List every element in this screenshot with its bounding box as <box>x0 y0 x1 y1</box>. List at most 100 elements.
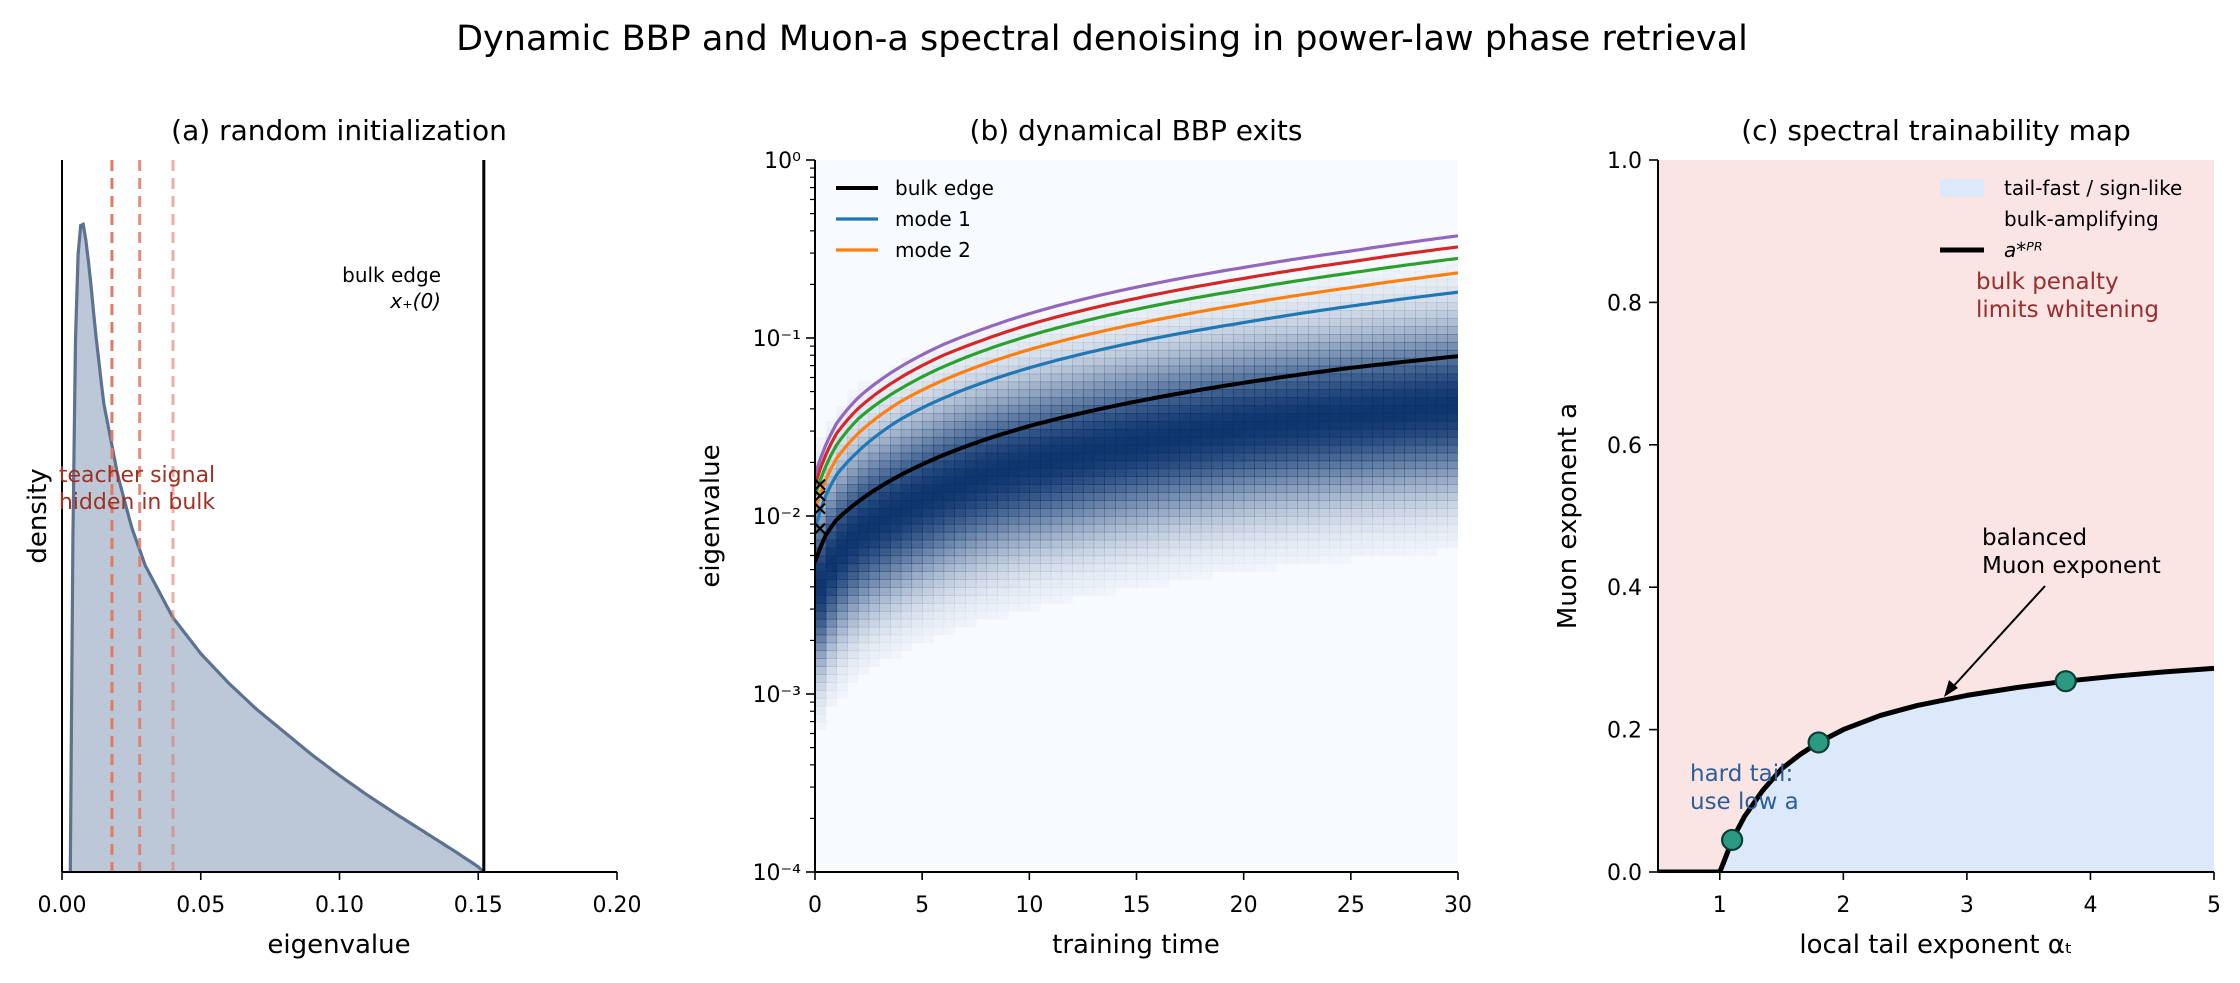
bulk-density-cell <box>1050 531 1063 541</box>
panel-a-signal-label-1: teacher signal <box>59 463 215 488</box>
bulk-density-cell <box>868 531 880 541</box>
bulk-density-cell <box>825 587 838 596</box>
bulk-density-cell <box>1050 516 1063 525</box>
bulk-density-cell <box>1318 460 1330 470</box>
bulk-density-cell <box>1361 341 1373 351</box>
bulk-density-cell <box>1307 547 1320 557</box>
bulk-density-cell <box>1425 436 1438 446</box>
bulk-density-cell <box>1447 341 1458 351</box>
bulk-density-cell <box>1125 373 1138 383</box>
bulk-density-cell <box>1361 421 1373 430</box>
bulk-density-cell <box>1232 341 1245 351</box>
bulk-density-cell <box>1125 421 1138 430</box>
bulk-density-cell <box>890 595 902 604</box>
bulk-density-cell <box>815 555 827 565</box>
bulk-density-cell <box>1275 428 1288 438</box>
bulk-density-cell <box>1318 468 1330 478</box>
bulk-density-cell <box>1104 460 1116 470</box>
bulk-density-cell <box>986 452 998 462</box>
bulk-density-cell <box>1179 516 1191 525</box>
bulk-density-cell <box>975 452 988 462</box>
bulk-density-cell <box>1115 508 1127 517</box>
bulk-density-cell <box>1425 484 1438 493</box>
bulk-density-cell <box>1211 539 1223 549</box>
bulk-density-cell <box>857 587 870 596</box>
bulk-density-cell <box>1147 373 1159 383</box>
bulk-density-cell <box>1072 436 1084 446</box>
mode-4-series <box>815 245 1458 486</box>
bulk-density-cell <box>1361 286 1373 296</box>
bulk-density-cell <box>1125 365 1138 375</box>
bulk-density-cell <box>1018 492 1030 501</box>
bulk-density-cell <box>879 531 891 541</box>
bulk-density-cell <box>1361 294 1373 303</box>
bulk-density-cell <box>1050 421 1063 430</box>
bulk-density-cell <box>868 428 880 438</box>
bulk-density-cell <box>847 547 859 557</box>
bulk-density-cell <box>1007 389 1020 398</box>
bulk-density-cell <box>1436 516 1448 525</box>
bulk-density-cell <box>1007 508 1020 517</box>
bulk-density-cell <box>1404 468 1416 478</box>
bulk-density-cell <box>825 571 838 580</box>
bulk-density-cell <box>1115 389 1127 398</box>
bulk-density-cell <box>857 531 870 541</box>
bulk-density-cell <box>1254 444 1266 454</box>
bulk-density-cell <box>986 365 998 375</box>
bulk-density-cell <box>932 555 945 565</box>
bulk-density-cell <box>900 563 913 572</box>
bulk-density-cell <box>825 690 838 699</box>
bulk-density-cell <box>1082 531 1095 541</box>
bulk-density-cell <box>1415 278 1427 288</box>
bulk-density-cell <box>932 444 945 454</box>
bulk-density-cell <box>1200 436 1213 446</box>
bulk-density-cell <box>836 452 848 462</box>
bulk-density-cell <box>1286 444 1298 454</box>
bulk-density-cell <box>1157 341 1170 351</box>
bulk-density-cell <box>997 595 1009 604</box>
bulk-density-cell <box>1361 397 1373 406</box>
bulk-density-cell <box>1104 397 1116 406</box>
bulk-density-cell <box>965 500 977 509</box>
bulk-density-cell <box>1211 563 1223 572</box>
bulk-density-cell <box>1200 523 1213 533</box>
bulk-density-cell <box>1115 492 1127 501</box>
bulk-density-cell <box>1243 539 1255 549</box>
bulk-density-cell <box>954 579 966 588</box>
bulk-density-cell <box>879 618 891 628</box>
bulk-density-cell <box>890 634 902 644</box>
bulk-density-cell <box>868 460 880 470</box>
bulk-density-cell <box>1329 405 1341 414</box>
bulk-density-cell <box>1372 310 1384 319</box>
bulk-density-cell <box>1200 318 1213 327</box>
bulk-density-cell <box>1329 349 1341 359</box>
bulk-density-cell <box>815 563 827 572</box>
bulk-density-cell <box>1157 508 1170 517</box>
bulk-density-cell <box>1147 500 1159 509</box>
bulk-density-cell <box>954 563 966 572</box>
bulk-density-cell <box>932 389 945 398</box>
bulk-density-cell <box>1115 579 1127 588</box>
bulk-density-cell <box>1329 310 1341 319</box>
bulk-density-cell <box>1404 381 1416 391</box>
bulk-density-cell <box>1136 563 1148 572</box>
bulk-density-cell <box>1211 334 1223 343</box>
bulk-density-cell <box>1179 302 1191 311</box>
bulk-density-cell <box>1350 531 1363 541</box>
bulk-density-cell <box>1232 397 1245 406</box>
bulk-density-cell <box>997 492 1009 501</box>
bulk-density-cell <box>1254 389 1266 398</box>
bulk-density-cell <box>1447 523 1458 533</box>
bulk-density-cell <box>1254 468 1266 478</box>
bulk-density-cell <box>857 658 870 667</box>
bulk-density-cell <box>1072 444 1084 454</box>
bulk-density-cell <box>1350 318 1363 327</box>
bulk-density-cell <box>1232 444 1245 454</box>
bulk-density-cell <box>825 634 838 644</box>
bulk-density-cell <box>1340 334 1352 343</box>
bulk-density-cell <box>836 492 848 501</box>
bulk-density-cell <box>1425 516 1438 525</box>
bulk-density-cell <box>1275 365 1288 375</box>
bulk-density-cell <box>997 405 1009 414</box>
bulk-density-cell <box>847 642 859 652</box>
